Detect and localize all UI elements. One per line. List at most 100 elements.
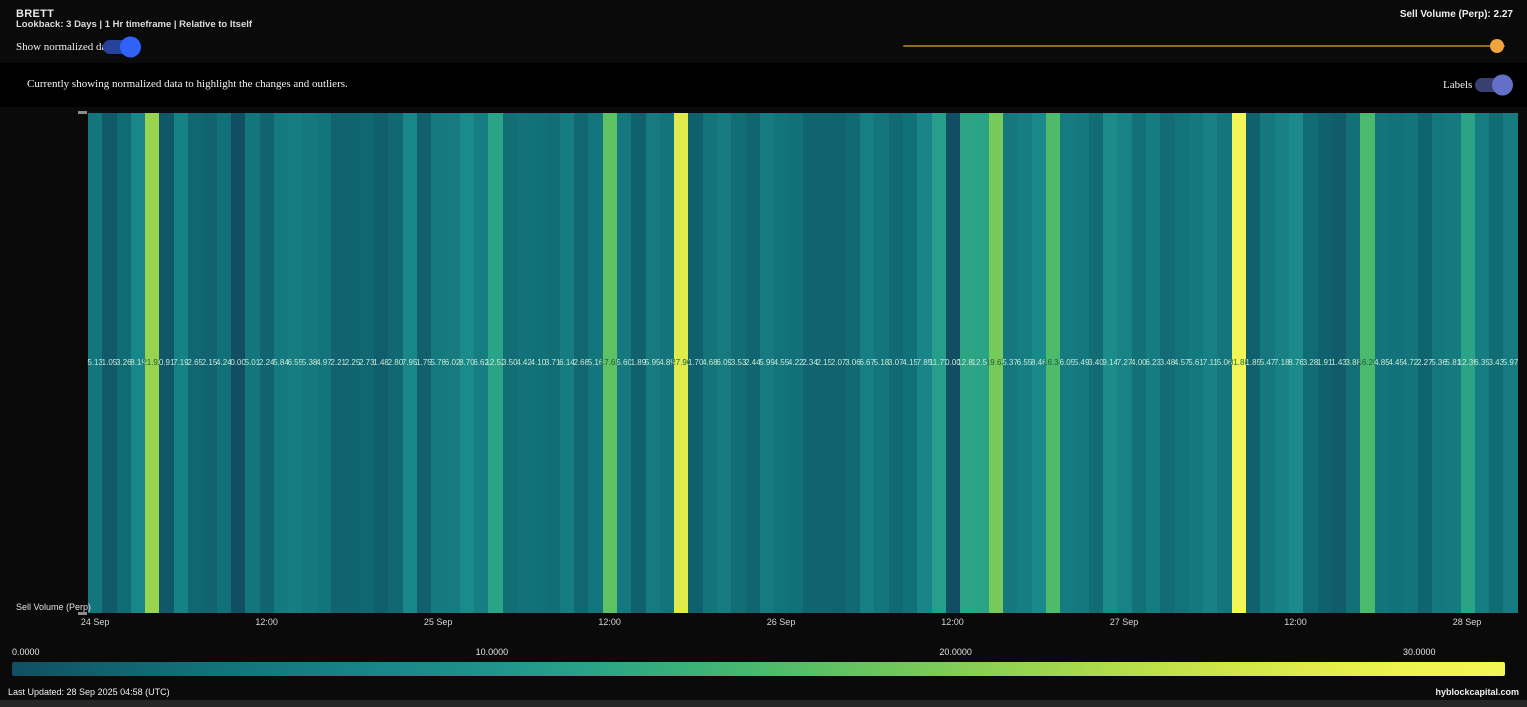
heatmap-cell[interactable]: 31.88 xyxy=(1229,113,1249,613)
heatmap-cell[interactable]: 4.97 xyxy=(316,113,332,613)
heatmap-cell[interactable]: 2.73 xyxy=(359,113,375,613)
heatmap-cell[interactable]: 6.14 xyxy=(559,113,575,613)
heatmap-cell[interactable]: 1.89 xyxy=(631,113,646,613)
heatmap-cell[interactable]: 12.53 xyxy=(972,113,992,613)
heatmap-cell[interactable]: 3.43 xyxy=(1488,113,1504,613)
heatmap-cell[interactable]: 3.53 xyxy=(731,113,746,613)
heatmap-cell[interactable]: 6.55 xyxy=(288,113,303,613)
heatmap-cell[interactable]: 7.11 xyxy=(1203,113,1218,613)
heatmap-cell[interactable]: 5.36 xyxy=(1431,113,1447,613)
heatmap-cell[interactable]: 9.14 xyxy=(1102,113,1118,613)
heatmap-cell[interactable]: 4.89 xyxy=(659,113,675,613)
time-slider-track[interactable] xyxy=(903,45,1505,47)
heatmap-cell[interactable]: 1.70 xyxy=(688,113,703,613)
heatmap-cell[interactable]: 7.19 xyxy=(173,113,189,613)
normalized-toggle[interactable] xyxy=(103,36,141,58)
heatmap-cell[interactable]: 5.38 xyxy=(302,113,317,613)
heatmap-cell[interactable]: 1.43 xyxy=(1331,113,1347,613)
heatmap-cell[interactable]: 1.48 xyxy=(373,113,389,613)
heatmap-cell[interactable]: 6.05 xyxy=(1060,113,1075,613)
heatmap-cell[interactable]: 5.78 xyxy=(430,113,446,613)
heatmap-cell[interactable]: 4.22 xyxy=(788,113,803,613)
heatmap-cell[interactable]: 4.55 xyxy=(774,113,789,613)
heatmap-cell[interactable]: 5.37 xyxy=(1002,113,1018,613)
heatmap-cell[interactable]: 5.84 xyxy=(273,113,289,613)
heatmap-cell[interactable]: 2.15 xyxy=(816,113,832,613)
heatmap-cell[interactable]: 2.24 xyxy=(259,113,274,613)
heatmap-cell[interactable]: 4.85 xyxy=(1374,113,1390,613)
heatmap-cell[interactable]: 6.02 xyxy=(445,113,460,613)
heatmap-cell[interactable]: 3.50 xyxy=(502,113,518,613)
heatmap-cell[interactable]: 4.57 xyxy=(1174,113,1189,613)
heatmap-cell[interactable]: 2.68 xyxy=(573,113,589,613)
labels-toggle-knob[interactable] xyxy=(1492,74,1513,96)
heatmap-cell[interactable]: 2.25 xyxy=(345,113,360,613)
heatmap-cell[interactable]: 7.85 xyxy=(917,113,932,613)
heatmap-cell[interactable]: 5.01 xyxy=(245,113,260,613)
heatmap-cell[interactable]: 5.18 xyxy=(874,113,889,613)
heatmap-cell[interactable]: 4.45 xyxy=(1388,113,1404,613)
heatmap-cell[interactable]: 2.15 xyxy=(202,113,217,613)
heatmap-cell[interactable]: 4.15 xyxy=(902,113,918,613)
normalized-toggle-knob[interactable] xyxy=(120,36,141,58)
heatmap-cell[interactable]: 6.35 xyxy=(1474,113,1490,613)
heatmap-cell[interactable]: 0.91 xyxy=(159,113,174,613)
heatmap-cell[interactable]: 7.27 xyxy=(1117,113,1132,613)
heatmap-cell[interactable]: 7.95 xyxy=(402,113,417,613)
heatmap-cell[interactable]: 16.34 xyxy=(1043,113,1063,613)
heatmap-cell[interactable]: 6.23 xyxy=(1145,113,1161,613)
heatmap-cell[interactable]: 5.61 xyxy=(1188,113,1204,613)
heatmap-cell[interactable]: 2.21 xyxy=(330,113,346,613)
heatmap-cell[interactable]: 4.24 xyxy=(216,113,232,613)
heatmap-cell[interactable]: 5.06 xyxy=(1217,113,1232,613)
heatmap-cell[interactable]: 12.81 xyxy=(957,113,977,613)
heatmap-cell[interactable]: 0.00 xyxy=(230,113,246,613)
heatmap-cell[interactable]: 5.97 xyxy=(1503,113,1518,613)
heatmap-cell[interactable]: 3.48 xyxy=(1160,113,1175,613)
heatmap-cell[interactable]: 0.00 xyxy=(945,113,961,613)
heatmap-cell[interactable]: 5.99 xyxy=(759,113,775,613)
heatmap-cell[interactable]: 5.16 xyxy=(588,113,603,613)
heatmap-cell[interactable]: 3.07 xyxy=(888,113,904,613)
heatmap-cell[interactable]: 8.76 xyxy=(1288,113,1304,613)
heatmap-cell[interactable]: 7.18 xyxy=(1274,113,1290,613)
heatmap-cell[interactable]: 17.65 xyxy=(600,113,620,613)
heatmap-cell[interactable]: 2.80 xyxy=(388,113,403,613)
heatmap-cell[interactable]: 11.77 xyxy=(929,113,948,613)
heatmap-cell[interactable]: 5.49 xyxy=(1074,113,1089,613)
heatmap-cell[interactable]: 4.68 xyxy=(702,113,718,613)
heatmap-cell[interactable]: 3.40 xyxy=(1088,113,1104,613)
heatmap-cell[interactable]: 6.55 xyxy=(1017,113,1032,613)
heatmap-cell[interactable]: 1.91 xyxy=(1317,113,1332,613)
heatmap-cell[interactable]: 12.39 xyxy=(1458,113,1478,613)
heatmap-cell[interactable]: 5.60 xyxy=(616,113,632,613)
heatmap-cell[interactable]: 27.96 xyxy=(671,113,691,613)
heatmap-cell[interactable]: 6.67 xyxy=(859,113,875,613)
heatmap-cell[interactable]: 5.81 xyxy=(1446,113,1461,613)
heatmap-cell[interactable]: 16.20 xyxy=(1358,113,1378,613)
heatmap-cell[interactable]: 3.88 xyxy=(1345,113,1361,613)
heatmap-cell[interactable]: 3.26 xyxy=(116,113,132,613)
heatmap-cell[interactable]: 2.07 xyxy=(831,113,846,613)
heatmap-cell[interactable]: 5.47 xyxy=(1260,113,1275,613)
heatmap-cell[interactable]: 3.06 xyxy=(845,113,861,613)
heatmap-cell[interactable]: 5.95 xyxy=(645,113,661,613)
heatmap-cell[interactable]: 8.46 xyxy=(1031,113,1047,613)
heatmap-cell[interactable]: 2.65 xyxy=(187,113,203,613)
labels-toggle[interactable] xyxy=(1475,74,1513,96)
heatmap-cell[interactable]: 1.85 xyxy=(1245,113,1261,613)
heatmap-cell[interactable]: 8.70 xyxy=(459,113,475,613)
heatmap-cell[interactable]: 8.19 xyxy=(130,113,146,613)
heatmap-cell[interactable]: 6.09 xyxy=(716,113,732,613)
heatmap-cell[interactable]: 12.52 xyxy=(485,113,505,613)
heatmap-cell[interactable]: 1.75 xyxy=(416,113,432,613)
heatmap-cell[interactable]: 2.34 xyxy=(802,113,818,613)
heatmap-cell[interactable]: 3.28 xyxy=(1303,113,1318,613)
heatmap-cell[interactable]: 2.27 xyxy=(1417,113,1433,613)
heatmap-cell[interactable]: 6.62 xyxy=(473,113,489,613)
time-slider-handle[interactable] xyxy=(1489,39,1504,53)
heatmap-cell[interactable]: 1.05 xyxy=(102,113,117,613)
heatmap-cell[interactable]: 4.00 xyxy=(1131,113,1147,613)
heatmap-cell[interactable]: 5.13 xyxy=(87,113,103,613)
heatmap-cell[interactable]: 4.10 xyxy=(531,113,546,613)
